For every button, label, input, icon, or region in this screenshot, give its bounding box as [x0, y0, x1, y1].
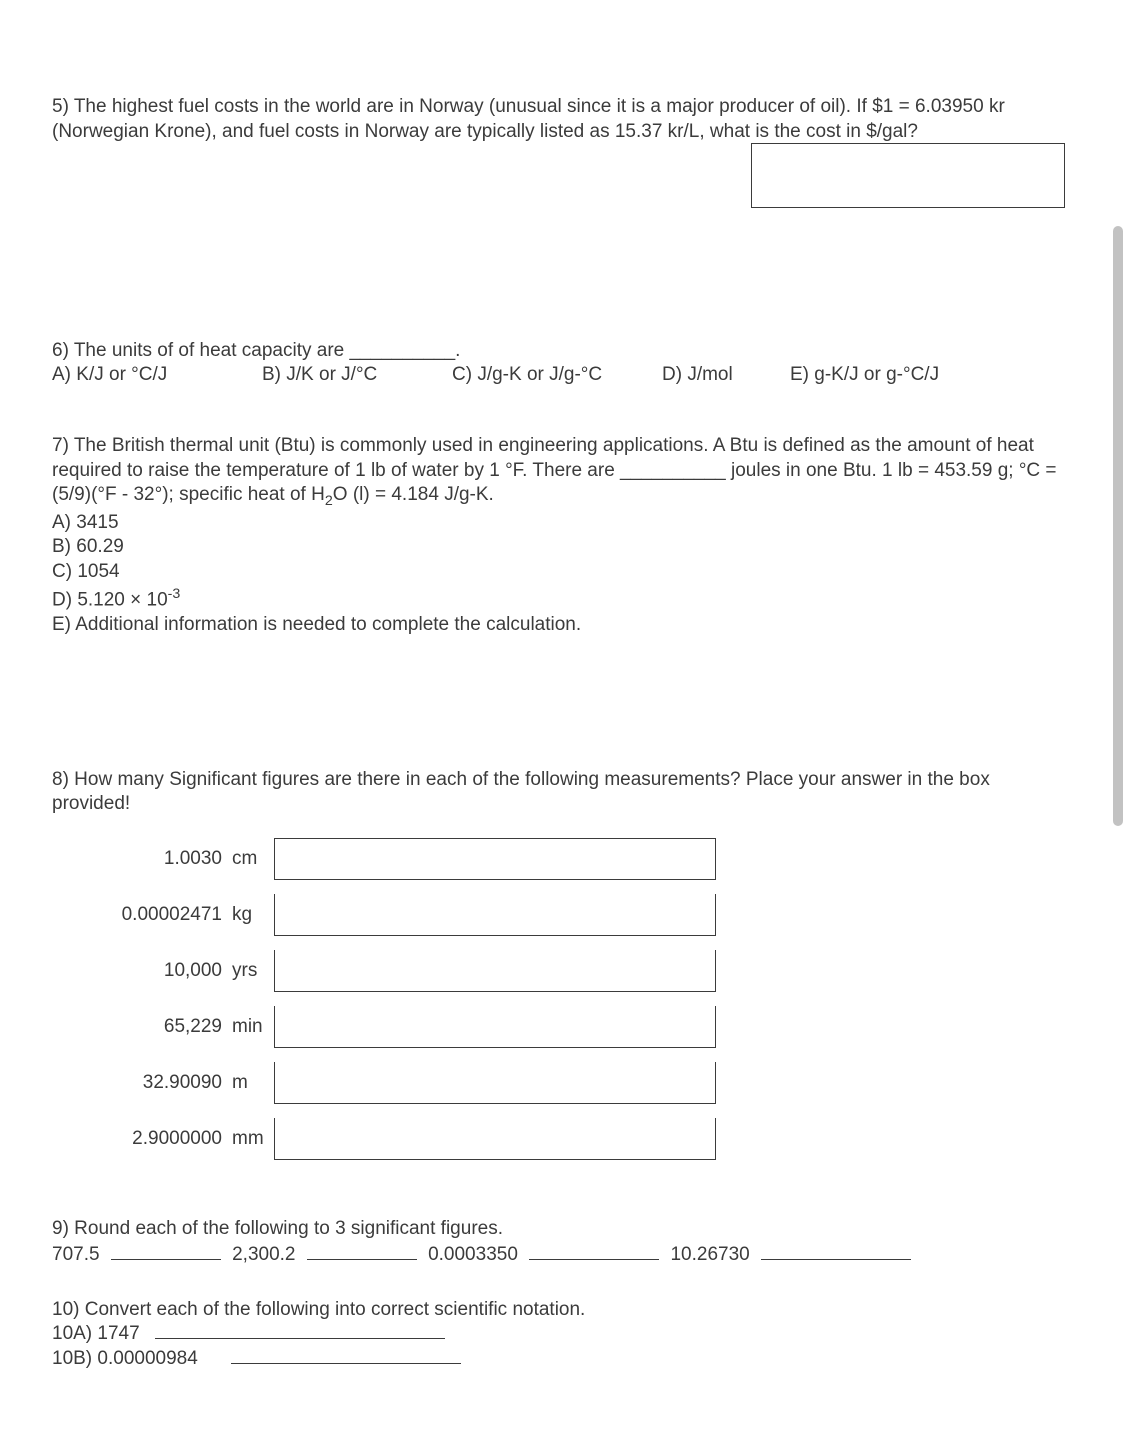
q10-stem: 10) Convert each of the following into c… — [52, 1298, 1073, 1323]
q6-option-a[interactable]: A) K/J or °C/J — [52, 364, 262, 386]
scrollbar-thumb[interactable] — [1113, 226, 1123, 826]
question-6: 6) The units of of heat capacity are ___… — [52, 339, 1073, 386]
question-10: 10) Convert each of the following into c… — [52, 1298, 1073, 1372]
question-5-text: 5) The highest fuel costs in the world a… — [52, 95, 1073, 144]
q7-stem-main: 7) The British thermal unit (Btu) is com… — [52, 435, 1057, 505]
q7-options: A) 3415 B) 60.29 C) 1054 D) 5.120 × 10-3… — [52, 511, 1073, 638]
q9-v1: 707.5 — [52, 1244, 100, 1265]
q7-d-exp: -3 — [168, 586, 181, 602]
q8-row: 10,000 yrs — [52, 943, 1073, 999]
q10b-label: 10B) 0.00000984 — [52, 1348, 198, 1369]
q7-stem-tail: O (l) = 4.184 J/g-K. — [333, 484, 494, 505]
q8-unit: mm — [232, 1127, 274, 1152]
q8-answer-box[interactable] — [274, 838, 716, 880]
q9-v2: 2,300.2 — [232, 1244, 295, 1265]
q6-stem: 6) The units of of heat capacity are ___… — [52, 339, 1073, 364]
q9-blank-2[interactable] — [307, 1259, 417, 1260]
q8-answer-box[interactable] — [274, 894, 716, 936]
q7-option-c[interactable]: C) 1054 — [52, 560, 1073, 585]
q8-unit: min — [232, 1015, 274, 1040]
q7-sub-2: 2 — [325, 493, 333, 509]
q8-unit: yrs — [232, 959, 274, 984]
q8-answer-box[interactable] — [274, 950, 716, 992]
question-8: 8) How many Significant figures are ther… — [52, 768, 1073, 1167]
q7-option-a[interactable]: A) 3415 — [52, 511, 1073, 536]
q9-blank-1[interactable] — [111, 1259, 221, 1260]
q8-stem: 8) How many Significant figures are ther… — [52, 768, 1073, 817]
q10b-blank[interactable] — [231, 1363, 461, 1364]
q7-stem: 7) The British thermal unit (Btu) is com… — [52, 434, 1073, 511]
q8-table: 1.0030 cm 0.00002471 kg 10,000 yrs 65,22… — [52, 831, 1073, 1167]
q8-value: 2.9000000 — [52, 1127, 232, 1152]
q10a-line: 10A) 1747 — [52, 1322, 1073, 1347]
q8-value: 10,000 — [52, 959, 232, 984]
q8-answer-box[interactable] — [274, 1006, 716, 1048]
q8-row: 65,229 min — [52, 999, 1073, 1055]
q8-answer-box[interactable] — [274, 1062, 716, 1104]
q8-unit: kg — [232, 903, 274, 928]
q8-value: 32.90090 — [52, 1071, 232, 1096]
q6-options: A) K/J or °C/J B) J/K or J/°C C) J/g-K o… — [52, 364, 1073, 386]
q9-blank-4[interactable] — [761, 1259, 911, 1260]
q10b-line: 10B) 0.00000984 — [52, 1347, 1073, 1372]
q8-row: 0.00002471 kg — [52, 887, 1073, 943]
q6-option-e[interactable]: E) g-K/J or g-°C/J — [790, 364, 939, 386]
q9-blank-3[interactable] — [529, 1259, 659, 1260]
q8-unit: m — [232, 1071, 274, 1096]
q8-value: 0.00002471 — [52, 903, 232, 928]
vertical-scrollbar[interactable] — [1111, 0, 1125, 1455]
q6-option-c[interactable]: C) J/g-K or J/g-°C — [452, 364, 662, 386]
q7-option-d[interactable]: D) 5.120 × 10-3 — [52, 585, 1073, 613]
q9-stem: 9) Round each of the following to 3 sign… — [52, 1217, 1073, 1242]
q9-v4: 10.26730 — [670, 1244, 749, 1265]
question-9: 9) Round each of the following to 3 sign… — [52, 1217, 1073, 1266]
q5-answer-box[interactable] — [751, 143, 1065, 208]
q7-d-pre: D) 5.120 × 10 — [52, 589, 168, 610]
q8-row: 2.9000000 mm — [52, 1111, 1073, 1167]
q8-answer-box[interactable] — [274, 1118, 716, 1160]
q7-option-e[interactable]: E) Additional information is needed to c… — [52, 613, 1073, 638]
q8-row: 1.0030 cm — [52, 831, 1073, 887]
q8-row: 32.90090 m — [52, 1055, 1073, 1111]
q10a-label: 10A) 1747 — [52, 1323, 140, 1344]
q10a-blank[interactable] — [155, 1338, 445, 1339]
q8-unit: cm — [232, 847, 274, 872]
q7-option-b[interactable]: B) 60.29 — [52, 535, 1073, 560]
q8-value: 65,229 — [52, 1015, 232, 1040]
worksheet-page: 5) The highest fuel costs in the world a… — [0, 0, 1125, 1455]
q6-option-d[interactable]: D) J/mol — [662, 364, 790, 386]
q8-value: 1.0030 — [52, 847, 232, 872]
q9-values-line: 707.5 2,300.2 0.0003350 10.26730 — [52, 1244, 1073, 1266]
q9-v3: 0.0003350 — [428, 1244, 518, 1265]
question-7: 7) The British thermal unit (Btu) is com… — [52, 434, 1073, 637]
q6-option-b[interactable]: B) J/K or J/°C — [262, 364, 452, 386]
